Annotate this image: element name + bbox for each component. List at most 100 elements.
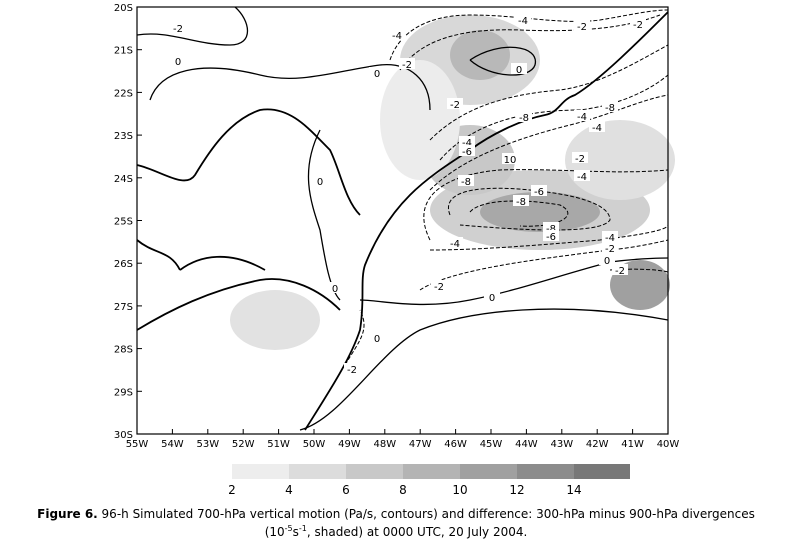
contour-label-bg [574, 20, 590, 31]
contour-label-bg [543, 230, 559, 241]
contour-label: -2 [434, 282, 444, 293]
x-tick-label: 48W [373, 439, 396, 450]
contour-label: -8 [546, 224, 556, 235]
contour-label-bg [602, 242, 618, 253]
contour-label: 10 [504, 155, 517, 166]
shading [230, 15, 675, 350]
x-tick-label: 43W [550, 439, 573, 450]
contour-label-bg [458, 175, 474, 186]
x-tick-label: 41W [621, 439, 644, 450]
contour-label: -6 [546, 232, 556, 243]
contour-label: -8 [461, 177, 471, 188]
y-tick-label: 25S [114, 217, 133, 228]
contour-label: -4 [577, 172, 587, 183]
contour-label-bg [170, 22, 186, 33]
contour-label: -4 [462, 138, 472, 149]
contour-label-bg [589, 121, 605, 132]
contour-label: -2 [347, 365, 357, 376]
caption-text: s [292, 525, 299, 539]
contour-label: 0 [175, 57, 181, 68]
x-tick-label: 52W [232, 439, 255, 450]
y-tick-label: 24S [114, 174, 133, 185]
contour-label-bg [513, 195, 529, 206]
contour-label-bg [516, 111, 532, 122]
x-tick-label: 54W [161, 439, 184, 450]
contour-label: 0 [317, 177, 323, 188]
contour-label-bg [511, 63, 527, 74]
contour-label: 0 [332, 284, 338, 295]
contour-label: 0 [374, 69, 380, 80]
contour-label: -2 [605, 244, 615, 255]
colorbar-label: 2 [228, 483, 236, 497]
contour-label-bg [602, 101, 618, 112]
contour-label-bg [572, 152, 588, 163]
caption-text: (10 [264, 525, 285, 539]
x-tick-label: 49W [338, 439, 361, 450]
contour-label-bg [344, 363, 360, 374]
contour-label-bg [602, 231, 618, 242]
colorbar [232, 464, 630, 479]
y-tick-label: 23S [114, 131, 133, 142]
contour-label: -2 [450, 100, 460, 111]
colorbar-label: 4 [285, 483, 293, 497]
contour-label: -2 [575, 154, 585, 165]
contour-label-bg [599, 254, 615, 265]
contour-label: -2 [615, 266, 625, 277]
x-tick-label: 42W [586, 439, 609, 450]
contour-label: -4 [577, 112, 587, 123]
contour-label: -2 [173, 24, 183, 35]
caption-text: , shaded) at 0000 UTC, 20 July 2004. [306, 525, 528, 539]
contour-label: -2 [577, 22, 587, 33]
contour-label: -4 [592, 123, 602, 134]
contour-label: -2 [402, 60, 412, 71]
contour-label-bg [502, 153, 518, 164]
contour-label: -4 [450, 239, 460, 250]
y-tick-label: 26S [114, 259, 133, 270]
contour-label: -4 [392, 31, 402, 42]
colorbar-label: 8 [399, 483, 407, 497]
contour-label-bg [327, 282, 343, 293]
contour-label-bg [447, 237, 463, 248]
contour-label-bg [515, 14, 531, 25]
y-tick-label: 28S [114, 345, 133, 356]
y-tick-label: 21S [114, 46, 133, 57]
contour-label-bg [574, 110, 590, 121]
contour-label-bg [612, 264, 628, 275]
contour-label-bg [447, 98, 463, 109]
contour-label: 0 [489, 293, 495, 304]
contour-label: 0 [604, 256, 610, 267]
contour-label-bg [459, 145, 475, 156]
x-tick-label: 44W [515, 439, 538, 450]
coastline [136, 11, 669, 431]
x-tick-label: 50W [303, 439, 326, 450]
contour-label-bg [574, 170, 590, 181]
contour-label-bg [389, 29, 405, 40]
colorbar-label: 6 [342, 483, 350, 497]
colorbar-label: 12 [509, 483, 524, 497]
x-tick-label: 46W [444, 439, 467, 450]
caption-exponent: -1 [298, 524, 307, 533]
contour-label: 0 [516, 65, 522, 76]
x-tick-label: 40W [657, 439, 680, 450]
x-tick-label: 47W [409, 439, 432, 450]
contour-label: -8 [605, 103, 615, 114]
x-tick-label: 51W [267, 439, 290, 450]
colorbar-label: 10 [452, 483, 467, 497]
y-tick-label: 20S [114, 3, 133, 14]
contour-label: -8 [519, 113, 529, 124]
contour-label: -2 [633, 20, 643, 31]
contours [136, 6, 669, 431]
contour-label-bg [170, 55, 186, 66]
contour-label: 0 [374, 334, 380, 345]
y-tick-label: 22S [114, 88, 133, 99]
caption-text: 96-h Simulated 700-hPa vertical motion (… [97, 507, 755, 521]
y-tick-label: 29S [114, 387, 133, 398]
colorbar-label: 14 [566, 483, 581, 497]
contour-label-bg [369, 332, 385, 343]
caption-line-1: Figure 6. 96-h Simulated 700-hPa vertica… [0, 507, 792, 521]
y-tick-label: 27S [114, 302, 133, 313]
caption-exponent: -5 [284, 524, 293, 533]
contour-label-bg [312, 175, 328, 186]
contour-label: -4 [605, 233, 615, 244]
